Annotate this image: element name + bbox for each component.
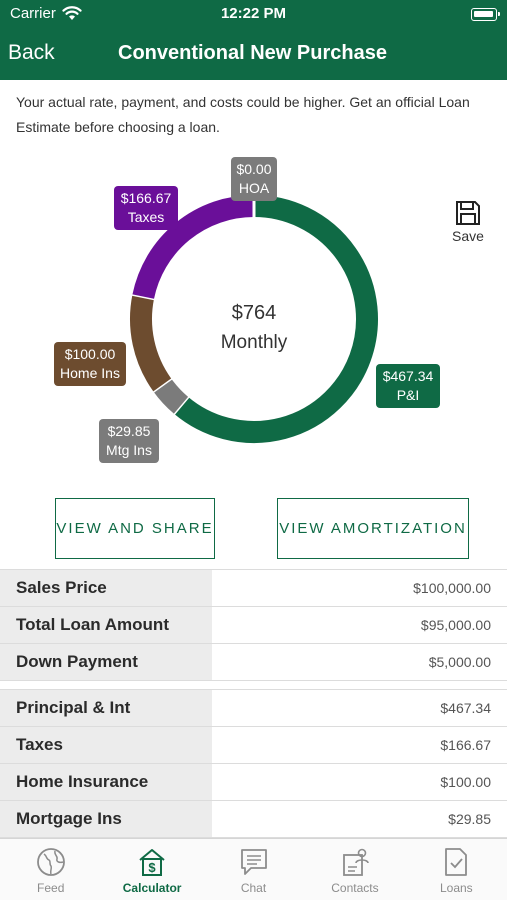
calculator-icon: $ <box>139 849 165 876</box>
hoa-name: HOA <box>238 180 270 196</box>
taxes-name: Taxes <box>127 209 165 225</box>
pi-name: P&I <box>396 387 420 403</box>
payment-breakdown-table: Principal & Int $467.34 Taxes $166.67 Ho… <box>0 689 507 838</box>
tab-chat[interactable]: Chat <box>203 839 304 900</box>
table-row: Principal & Int $467.34 <box>0 690 507 727</box>
taxes-amount: $166.67 <box>120 190 172 206</box>
row-label: Mortgage Ins <box>0 801 212 837</box>
tab-feed[interactable]: Feed <box>0 839 101 900</box>
row-value: $5,000.00 <box>212 644 507 680</box>
floppy-disk-icon <box>456 201 480 225</box>
hoa-label: $0.00 HOA <box>231 157 277 201</box>
contacts-icon <box>343 848 369 876</box>
home-ins-name: Home Ins <box>60 365 120 381</box>
view-and-share-button[interactable]: VIEW AND SHARE <box>55 498 215 559</box>
svg-text:$: $ <box>148 860 156 875</box>
document-icon <box>445 848 468 876</box>
home-ins-label: $100.00 Home Ins <box>54 342 126 386</box>
save-button[interactable]: Save <box>448 200 488 244</box>
view-amortization-button[interactable]: VIEW AMORTIZATION <box>277 498 469 559</box>
row-label: Total Loan Amount <box>0 607 212 643</box>
row-label: Taxes <box>0 727 212 763</box>
save-label: Save <box>452 228 484 244</box>
pi-label: $467.34 P&I <box>376 364 440 408</box>
tab-calculator[interactable]: $ Calculator <box>101 839 202 900</box>
tab-label: Calculator <box>122 881 182 895</box>
battery-icon <box>471 8 500 21</box>
mtg-ins-name: Mtg Ins <box>106 442 152 458</box>
globe-icon <box>36 848 65 876</box>
monthly-total: $764 <box>231 302 277 324</box>
carrier-label: Carrier <box>10 5 56 22</box>
taxes-label: $166.67 Taxes <box>114 186 178 230</box>
pi-amount: $467.34 <box>382 368 434 384</box>
back-button[interactable]: Back <box>8 41 55 64</box>
status-bar: Carrier 12:22 PM <box>0 0 507 30</box>
table-row: Home Insurance $100.00 <box>0 764 507 801</box>
tab-label: Feed <box>37 881 65 895</box>
home-ins-amount: $100.00 <box>64 346 116 362</box>
table-row: Mortgage Ins $29.85 <box>0 801 507 838</box>
monthly-label: Monthly <box>220 332 288 353</box>
donut-segment-homeins <box>130 294 172 392</box>
row-label: Home Insurance <box>0 764 212 800</box>
row-label: Principal & Int <box>0 690 212 726</box>
chat-icon <box>240 849 267 875</box>
donut-segment-pi <box>173 195 378 443</box>
clock: 12:22 PM <box>220 5 287 22</box>
hoa-amount: $0.00 <box>236 161 272 177</box>
row-label: Sales Price <box>0 570 212 606</box>
page-title: Conventional New Purchase <box>118 42 387 64</box>
wifi-icon <box>62 6 82 20</box>
mtg-ins-label: $29.85 Mtg Ins <box>99 419 159 463</box>
donut-segment-mtgins <box>153 378 189 414</box>
row-value: $100.00 <box>212 764 507 800</box>
tab-label: Chat <box>240 881 267 895</box>
tab-label: Loans <box>439 881 473 895</box>
row-value: $467.34 <box>212 690 507 726</box>
row-value: $29.85 <box>212 801 507 837</box>
row-label: Down Payment <box>0 644 212 680</box>
nav-bar: Back Conventional New Purchase <box>0 30 507 80</box>
tab-contacts[interactable]: Contacts <box>304 839 405 900</box>
row-value: $100,000.00 <box>212 570 507 606</box>
row-value: $166.67 <box>212 727 507 763</box>
tab-loans[interactable]: Loans <box>406 839 507 900</box>
mtg-ins-amount: $29.85 <box>107 423 151 439</box>
table-row: Taxes $166.67 <box>0 727 507 764</box>
donut-segment-taxes <box>132 195 255 300</box>
table-row: Sales Price $100,000.00 <box>0 570 507 607</box>
tab-label: Contacts <box>331 881 379 895</box>
disclaimer-text: Your actual rate, payment, and costs cou… <box>16 94 470 135</box>
tab-bar: Feed $ Calculator Chat Contacts <box>0 838 507 900</box>
loan-summary-table: Sales Price $100,000.00 Total Loan Amoun… <box>0 569 507 681</box>
table-row: Total Loan Amount $95,000.00 <box>0 607 507 644</box>
row-value: $95,000.00 <box>212 607 507 643</box>
table-row: Down Payment $5,000.00 <box>0 644 507 681</box>
